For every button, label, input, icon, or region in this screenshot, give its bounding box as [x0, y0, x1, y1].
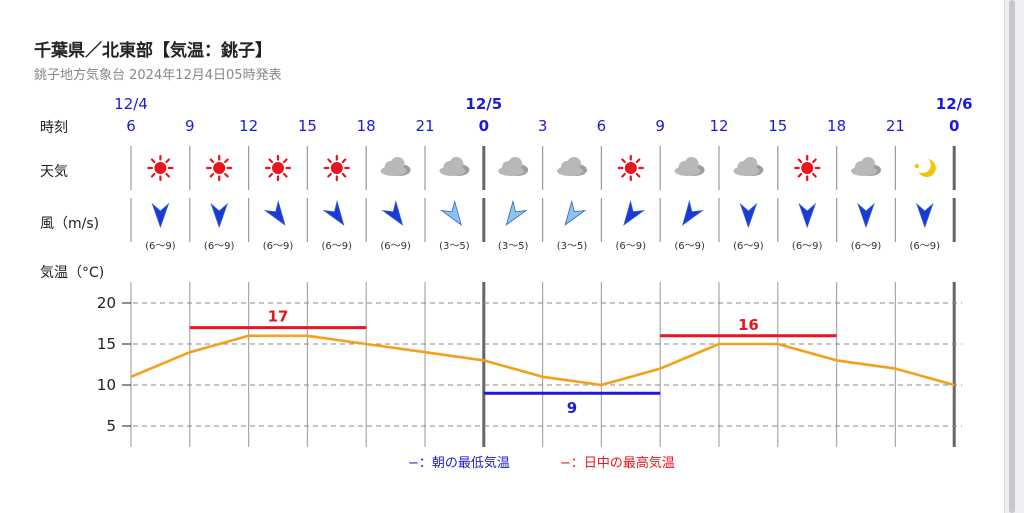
wind-arrow-icon — [739, 202, 758, 229]
sun-icon — [147, 154, 174, 182]
wind-arrow-icon — [564, 199, 587, 226]
hour-label: 9 — [185, 117, 195, 135]
max-temp-label: 17 — [268, 308, 289, 326]
hour-label: 21 — [886, 117, 905, 135]
wind-row-label: 風（m/s) — [40, 216, 100, 232]
y-tick-label: 20 — [97, 294, 116, 312]
sun-icon — [617, 154, 644, 182]
time-row-label: 時刻 — [40, 120, 68, 136]
y-tick-label: 15 — [97, 335, 116, 353]
wind-speed-label: (6〜9) — [322, 241, 353, 252]
issued-info: 銚子地方気象台 2024年12月4日05時発表 — [34, 68, 282, 83]
wind-speed-label: (6〜9) — [733, 241, 764, 252]
hour-label: 18 — [827, 117, 846, 135]
wind-arrow-icon — [915, 202, 934, 229]
wind-speed-label: (6〜9) — [145, 241, 176, 252]
scrollbar[interactable] — [1009, 0, 1015, 513]
hour-label: 3 — [538, 117, 548, 135]
wind-arrow-icon — [322, 199, 345, 226]
hour-label: 9 — [655, 117, 665, 135]
weather-row-label: 天気 — [40, 164, 68, 180]
min-temp-label: 9 — [567, 399, 577, 417]
date-label: 12/4 — [114, 95, 148, 113]
wind-speed-label: (6〜9) — [263, 241, 294, 252]
wind-arrow-icon — [857, 202, 875, 229]
wind-speed-label: (6〜9) — [792, 241, 823, 252]
wind-arrow-icon — [623, 199, 646, 226]
cloud-icon — [439, 157, 470, 176]
sun-icon — [206, 154, 233, 182]
cloud-icon — [851, 157, 881, 176]
hour-label: 6 — [597, 117, 607, 135]
cloud-icon — [498, 157, 529, 176]
cloud-icon — [380, 157, 411, 176]
wind-speed-label: (6〜9) — [851, 241, 882, 252]
legend-min: −：朝の最低気温 — [408, 455, 510, 471]
wind-arrow-icon — [798, 202, 817, 229]
wind-arrow-icon — [505, 199, 528, 226]
hour-label: 0 — [949, 117, 959, 135]
hour-label: 15 — [768, 117, 787, 135]
max-temp-label: 16 — [738, 316, 759, 334]
wind-arrow-icon — [381, 199, 404, 226]
wind-arrow-icon — [151, 202, 170, 229]
legend-max: −：日中の最高気温 — [560, 455, 675, 471]
sun-icon — [323, 154, 350, 182]
wind-arrow-icon — [682, 199, 704, 226]
wind-speed-label: (6〜9) — [204, 241, 235, 252]
date-label: 12/6 — [936, 95, 973, 113]
hour-label: 12 — [239, 117, 258, 135]
wind-speed-label: (6〜9) — [910, 241, 941, 252]
cloud-icon — [557, 157, 587, 176]
cloud-icon — [733, 157, 764, 176]
hour-label: 6 — [126, 117, 136, 135]
moon-icon — [914, 157, 936, 177]
wind-speed-label: (3〜5) — [439, 241, 470, 252]
temperature-line — [130, 334, 955, 387]
wind-arrow-icon — [440, 199, 462, 226]
wind-speed-label: (6〜9) — [616, 241, 647, 252]
cloud-icon — [674, 157, 705, 176]
wind-speed-label: (6〜9) — [674, 241, 705, 252]
hour-label: 18 — [357, 117, 376, 135]
hour-label: 21 — [415, 117, 434, 135]
wind-arrow-icon — [263, 199, 286, 226]
page-title: 千葉県／北東部【気温：銚子】 — [34, 41, 272, 61]
wind-speed-label: (3〜5) — [498, 241, 529, 252]
hour-label: 0 — [479, 117, 489, 135]
wind-arrow-icon — [210, 202, 229, 229]
y-tick-label: 10 — [97, 376, 116, 394]
wind-speed-label: (3〜5) — [557, 241, 588, 252]
wind-speed-label: (6〜9) — [380, 241, 411, 252]
y-tick-label: 5 — [106, 417, 116, 435]
hour-label: 12 — [709, 117, 728, 135]
sun-icon — [794, 154, 821, 182]
hour-label: 15 — [298, 117, 317, 135]
sun-icon — [264, 154, 292, 182]
temp-row-label: 気温（°C) — [40, 265, 105, 281]
date-label: 12/5 — [465, 95, 502, 113]
